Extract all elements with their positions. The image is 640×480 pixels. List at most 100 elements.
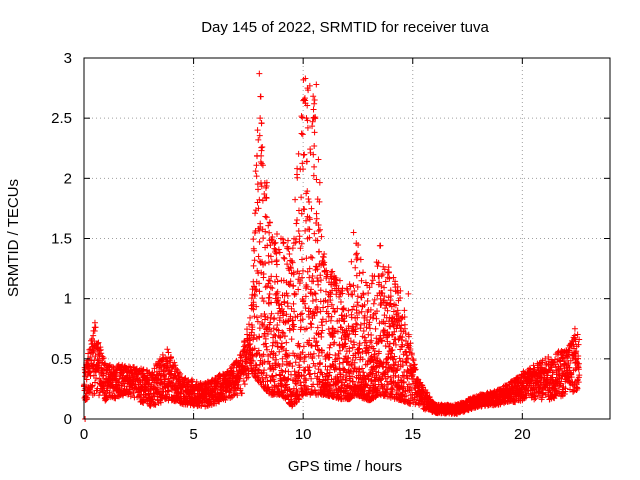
- data-point: [294, 165, 301, 172]
- data-point: [310, 151, 317, 158]
- data-point: [88, 357, 95, 364]
- data-point: [249, 324, 256, 331]
- data-point: [396, 355, 403, 362]
- data-point: [96, 347, 103, 354]
- data-point: [286, 251, 293, 258]
- data-point: [295, 286, 302, 293]
- data-point: [282, 368, 289, 375]
- data-point: [277, 333, 284, 340]
- data-point: [269, 342, 276, 349]
- data-point: [310, 93, 317, 100]
- data-point: [275, 327, 282, 334]
- data-point: [285, 245, 292, 252]
- data-point: [230, 368, 237, 375]
- data-point: [98, 350, 105, 357]
- data-point: [251, 332, 258, 339]
- data-point: [292, 359, 299, 366]
- data-point: [276, 362, 283, 369]
- data-point: [337, 299, 344, 306]
- data-point: [273, 356, 280, 363]
- data-point: [327, 317, 334, 324]
- data-point: [297, 245, 304, 252]
- data-point: [350, 282, 357, 289]
- data-point: [256, 238, 263, 245]
- data-point: [315, 346, 322, 353]
- data-point: [347, 367, 354, 374]
- data-point: [354, 255, 361, 262]
- data-point: [302, 375, 309, 382]
- data-point: [127, 393, 134, 400]
- data-point: [256, 325, 263, 332]
- data-point: [315, 366, 322, 373]
- data-point: [315, 281, 322, 288]
- data-point: [310, 350, 317, 357]
- data-point: [280, 239, 287, 246]
- data-point: [110, 388, 117, 395]
- data-point: [296, 364, 303, 371]
- data-point: [347, 361, 354, 368]
- data-point: [300, 343, 307, 350]
- data-point: [318, 347, 325, 354]
- data-point: [300, 166, 307, 173]
- data-point: [358, 308, 365, 315]
- data-point: [298, 130, 305, 137]
- data-point: [305, 305, 312, 312]
- data-point: [298, 194, 305, 201]
- y-tick-label: 2: [64, 170, 72, 187]
- data-point: [342, 340, 349, 347]
- data-point: [258, 120, 265, 127]
- data-point: [276, 371, 283, 378]
- data-point: [314, 342, 321, 349]
- data-point: [292, 196, 299, 203]
- data-point: [318, 329, 325, 336]
- data-point: [250, 299, 257, 306]
- data-point: [262, 260, 269, 267]
- data-point: [266, 360, 273, 367]
- data-point: [303, 377, 310, 384]
- data-point: [268, 273, 275, 280]
- data-point: [297, 277, 304, 284]
- data-point: [319, 316, 326, 323]
- data-point: [298, 310, 305, 317]
- data-point: [271, 331, 278, 338]
- data-point: [315, 352, 322, 359]
- data-point: [326, 372, 333, 379]
- data-point: [574, 331, 581, 338]
- data-point: [96, 392, 103, 399]
- data-point: [317, 272, 324, 279]
- data-point: [304, 124, 311, 131]
- data-point: [266, 277, 273, 284]
- data-point: [302, 227, 309, 234]
- data-point: [288, 336, 295, 343]
- data-point: [291, 291, 298, 298]
- data-point: [101, 361, 108, 368]
- data-point: [284, 376, 291, 383]
- data-point: [266, 291, 273, 298]
- data-point: [321, 268, 328, 275]
- data-point: [368, 332, 375, 339]
- data-point: [316, 179, 323, 186]
- data-point: [370, 300, 377, 307]
- data-point: [349, 306, 356, 313]
- data-point: [311, 163, 318, 170]
- data-point: [307, 320, 314, 327]
- data-point: [310, 172, 317, 179]
- data-point: [374, 263, 381, 270]
- data-point: [91, 327, 98, 334]
- data-point: [325, 310, 332, 317]
- data-point: [250, 236, 257, 243]
- data-point: [301, 96, 308, 103]
- data-point: [318, 277, 325, 284]
- data-point: [185, 377, 192, 384]
- data-point: [250, 334, 257, 341]
- data-point: [283, 311, 290, 318]
- data-point: [281, 299, 288, 306]
- data-point: [255, 205, 262, 212]
- data-point: [94, 356, 101, 363]
- data-point: [164, 346, 171, 353]
- data-point: [269, 233, 276, 240]
- data-point: [353, 250, 360, 257]
- data-point: [274, 288, 281, 295]
- data-point: [263, 214, 270, 221]
